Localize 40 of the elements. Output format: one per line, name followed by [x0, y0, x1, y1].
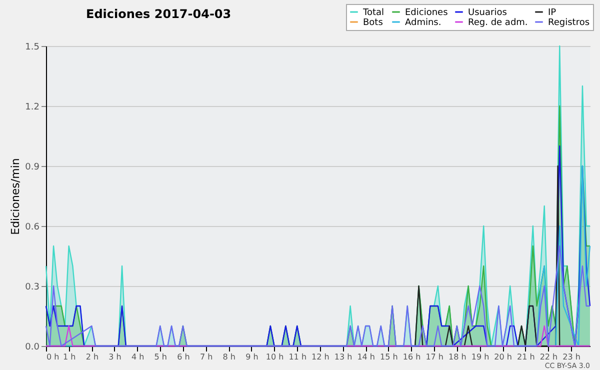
x-tick-label: 22 h	[540, 352, 558, 362]
x-tick-label: 8 h	[222, 352, 236, 362]
y-tick-label: 1.5	[25, 42, 40, 52]
y-tick-label: 0.6	[25, 222, 40, 232]
legend-label: Admins.	[405, 18, 442, 28]
y-tick-label: 0.3	[25, 282, 40, 292]
x-tick-label: 3 h	[108, 352, 122, 362]
x-tick-label: 2 h	[86, 352, 99, 362]
x-tick-label: 13 h	[334, 352, 352, 362]
x-tick-label: 18 h	[448, 352, 466, 362]
x-tick-label: 0 h	[46, 352, 60, 362]
x-tick-label: 16 h	[402, 352, 421, 362]
legend-label: Ediciones	[405, 8, 448, 18]
y-tick-label: 0.0	[25, 342, 40, 352]
legend-label: Registros	[548, 18, 590, 28]
legend-label: Total	[362, 8, 384, 18]
x-tick-label: 15 h	[380, 352, 398, 362]
x-tick-label: 20 h	[494, 352, 512, 362]
chart-title: Ediciones 2017-04-03	[86, 7, 232, 21]
x-tick-label: 14 h	[357, 352, 375, 362]
legend-label: Usuarios	[468, 8, 508, 18]
legend-label: Reg. de adm.	[468, 18, 528, 28]
x-tick-label: 12 h	[312, 352, 330, 362]
x-tick-label: 23 h	[562, 352, 580, 362]
x-tick-label: 9 h	[246, 352, 258, 362]
y-tick-label: 0.9	[25, 162, 40, 172]
x-tick-label: 21 h	[516, 352, 535, 362]
y-tick-label: 1.2	[25, 102, 40, 112]
x-tick-label: 10 h	[266, 352, 284, 362]
x-tick-label: 11 h	[288, 352, 307, 362]
x-tick-label: 1 h	[62, 352, 76, 362]
x-tick-label: 4 h	[131, 352, 144, 362]
x-tick-label: 7 h	[200, 352, 213, 362]
x-tick-label: 19 h	[471, 352, 490, 362]
x-tick-label: 5 h	[154, 352, 167, 362]
x-tick-label: 17 h	[426, 352, 444, 362]
legend-label: IP	[548, 8, 557, 18]
y-axis-title: Ediciones/min	[9, 158, 22, 235]
x-tick-label: 6 h	[177, 352, 190, 362]
legend-label: Bots	[363, 18, 384, 28]
